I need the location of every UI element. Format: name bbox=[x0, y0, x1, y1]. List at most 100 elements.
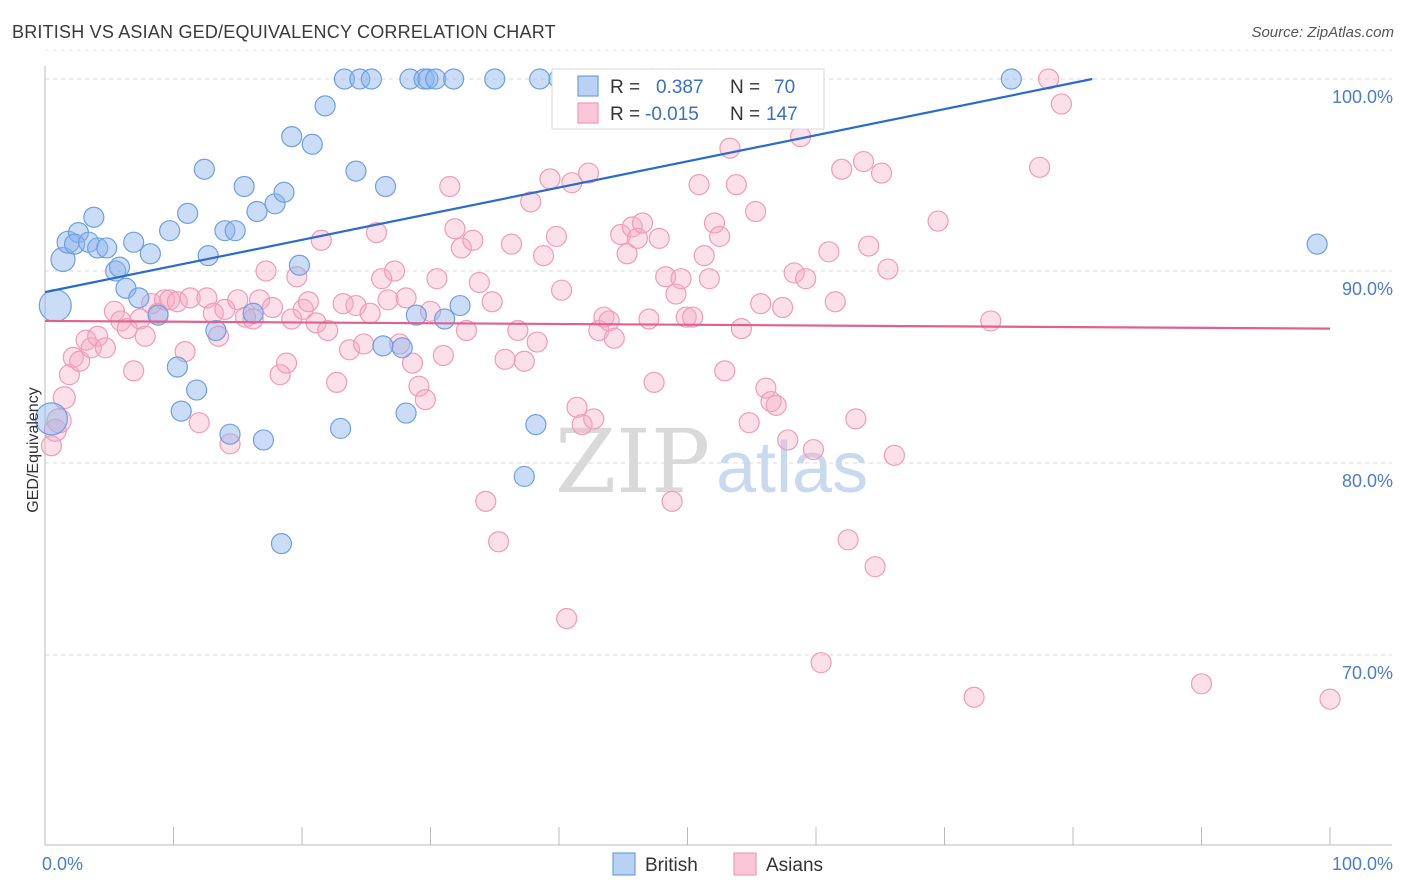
british-point bbox=[177, 202, 199, 224]
asians-point bbox=[550, 279, 573, 301]
x-tick-labels: 0.0% 100.0% bbox=[42, 854, 1393, 874]
asians-point bbox=[845, 408, 867, 430]
asians-point bbox=[750, 293, 772, 315]
asians-point bbox=[494, 348, 516, 370]
asians-point bbox=[877, 258, 899, 280]
asians-point bbox=[261, 296, 284, 319]
british-point bbox=[301, 133, 323, 155]
british-point bbox=[139, 243, 161, 265]
british-point bbox=[270, 533, 293, 555]
legend-british-r-value: 0.387 bbox=[656, 77, 704, 98]
asians-point bbox=[383, 260, 406, 282]
y-tick-label-3: 100.0% bbox=[1332, 87, 1393, 107]
british-point bbox=[281, 126, 303, 148]
british-point bbox=[484, 68, 506, 90]
asians-point bbox=[703, 212, 726, 234]
asians-point bbox=[94, 337, 116, 359]
asians-point bbox=[638, 308, 660, 330]
asians-point bbox=[450, 237, 472, 259]
british-point bbox=[205, 319, 227, 342]
asians-point bbox=[824, 291, 846, 313]
asians-point bbox=[401, 352, 424, 374]
british-point bbox=[96, 237, 118, 259]
british-point bbox=[425, 68, 447, 90]
british-point bbox=[374, 175, 397, 198]
asians-point bbox=[269, 364, 291, 386]
correlation-legend: R = 0.387 N = 70 R = -0.015 N = 147 bbox=[551, 68, 825, 130]
x-tick-label-1: 100.0% bbox=[1332, 854, 1393, 874]
asians-point bbox=[771, 296, 794, 319]
asians-point bbox=[455, 319, 478, 342]
asians-point bbox=[566, 396, 588, 418]
asians-point bbox=[248, 289, 271, 311]
british-point bbox=[83, 206, 105, 228]
series-legend: British Asians bbox=[612, 852, 823, 876]
british-point bbox=[333, 68, 356, 90]
legend-british-n-label: N = bbox=[730, 77, 760, 98]
british-point bbox=[38, 288, 72, 323]
asians-point bbox=[831, 158, 853, 180]
asians-point bbox=[353, 333, 375, 355]
british-point bbox=[314, 95, 336, 117]
british-point bbox=[224, 220, 246, 242]
asians-point bbox=[670, 268, 692, 290]
asians-point bbox=[963, 686, 985, 708]
british-point bbox=[372, 335, 394, 357]
asians-point bbox=[927, 210, 949, 232]
asians-point bbox=[359, 302, 381, 324]
british-point bbox=[345, 160, 367, 182]
legend-british-n-value: 70 bbox=[774, 77, 795, 98]
asians-point bbox=[69, 350, 91, 372]
y-tick-label-0: 70.0% bbox=[1342, 663, 1393, 683]
british-point bbox=[147, 304, 169, 326]
legend-asians-n-label: N = bbox=[730, 104, 760, 125]
y-tick-label-1: 80.0% bbox=[1342, 471, 1393, 491]
legend-british-r-label: R = bbox=[610, 77, 640, 98]
asians-point bbox=[532, 245, 555, 267]
british-point bbox=[252, 429, 275, 451]
asians-point bbox=[242, 308, 264, 330]
asians-point bbox=[1190, 673, 1213, 695]
british-point bbox=[513, 465, 535, 488]
asians-point bbox=[87, 325, 109, 347]
british-point bbox=[449, 294, 471, 317]
asians-point bbox=[408, 375, 430, 397]
asians-point bbox=[227, 289, 249, 311]
asians-point bbox=[62, 346, 84, 368]
asians-point bbox=[500, 233, 523, 255]
asians-point bbox=[475, 490, 497, 512]
british-point bbox=[395, 402, 417, 424]
british-point bbox=[128, 287, 150, 309]
asians-point bbox=[188, 412, 210, 434]
asians-point bbox=[439, 175, 461, 198]
british-point bbox=[233, 175, 255, 198]
asians-point bbox=[852, 150, 875, 173]
british-point bbox=[443, 68, 465, 90]
asians-point bbox=[583, 408, 605, 430]
legend-asians-swatch bbox=[577, 102, 599, 124]
british-trend-line bbox=[44, 77, 1093, 294]
british-point bbox=[159, 220, 181, 242]
chart-source: Source: ZipAtlas.com bbox=[1251, 24, 1394, 41]
british-point bbox=[34, 402, 69, 436]
asians-point bbox=[275, 352, 298, 374]
asians-point bbox=[745, 200, 767, 223]
british-point bbox=[264, 193, 286, 215]
british-point bbox=[417, 68, 439, 90]
asians-point bbox=[698, 268, 720, 290]
british-point bbox=[529, 68, 551, 90]
asians-point bbox=[643, 371, 665, 393]
asians-point bbox=[134, 325, 156, 347]
asians-point bbox=[610, 223, 632, 246]
asians-point bbox=[310, 229, 332, 251]
asians-point bbox=[858, 235, 880, 257]
british-point bbox=[193, 158, 215, 180]
asians-point bbox=[202, 302, 224, 324]
asians-point bbox=[159, 289, 181, 311]
trend-lines bbox=[44, 77, 1331, 330]
asians-point bbox=[317, 319, 339, 342]
british-point bbox=[166, 356, 188, 378]
asians-point bbox=[870, 162, 893, 184]
asians-point bbox=[468, 271, 490, 294]
